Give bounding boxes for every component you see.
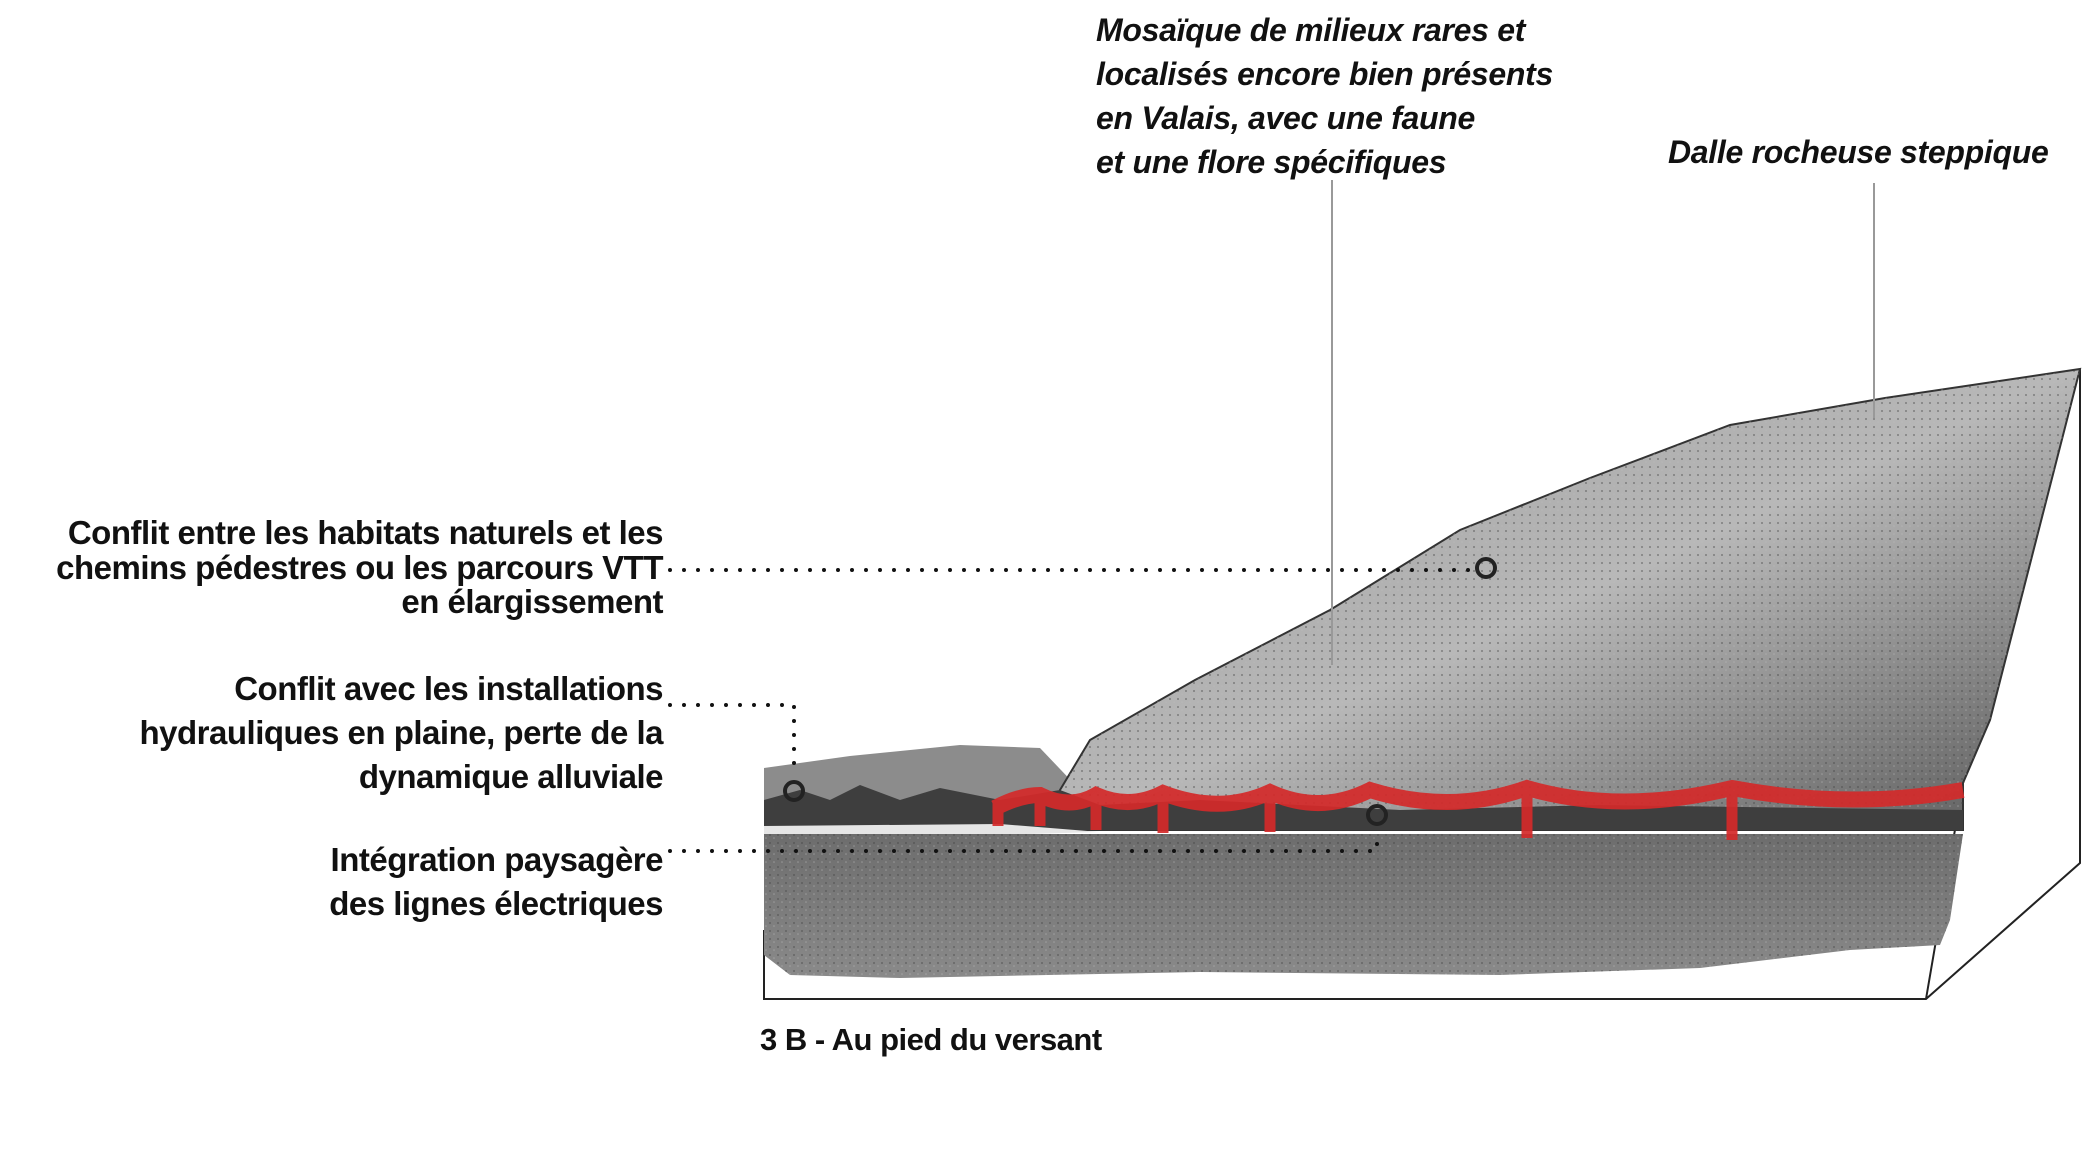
annotation-line: chemins pédestres ou les parcours VTT <box>56 548 663 586</box>
annotation-dalle: Dalle rocheuse steppique <box>1668 130 2049 174</box>
annotation-mosaique: Mosaïque de milieux rares et localisés e… <box>1096 8 1553 184</box>
annotation-line: et une flore spécifiques <box>1096 144 1447 180</box>
annotation-conflit-hydrauliques: Conflit avec les installations hydrauliq… <box>140 667 664 799</box>
annotation-line: Conflit entre les habitats naturels et l… <box>67 514 664 551</box>
annotation-line: en élargissement <box>401 583 663 620</box>
annotation-line: des lignes électriques <box>329 885 663 922</box>
marker-circles <box>783 557 1497 826</box>
annotation-line: Mosaïque de milieux rares et <box>1096 12 1526 48</box>
power-line <box>991 779 1965 840</box>
dotted-leaders <box>668 568 1480 853</box>
annotation-lignes-electriques: Intégration paysagère des lignes électri… <box>329 838 663 926</box>
diagram-caption: 3 B - Au pied du versant <box>760 1022 1102 1057</box>
annotation-line: Conflit avec les installations <box>234 670 663 707</box>
annotation-line: Intégration paysagère <box>330 841 664 878</box>
annotation-line: en Valais, avec une faune <box>1096 100 1476 136</box>
annotation-line: dynamique alluviale <box>358 758 664 795</box>
annotation-line: localisés encore bien présents <box>1096 56 1553 92</box>
river <box>764 824 1100 836</box>
annotation-line: hydrauliques en plaine, perte de la <box>139 714 664 751</box>
annotation-conflit-chemins: Conflit entre les habitats naturels et l… <box>56 514 664 620</box>
annotation-line: Dalle rocheuse steppique <box>1668 134 2049 170</box>
